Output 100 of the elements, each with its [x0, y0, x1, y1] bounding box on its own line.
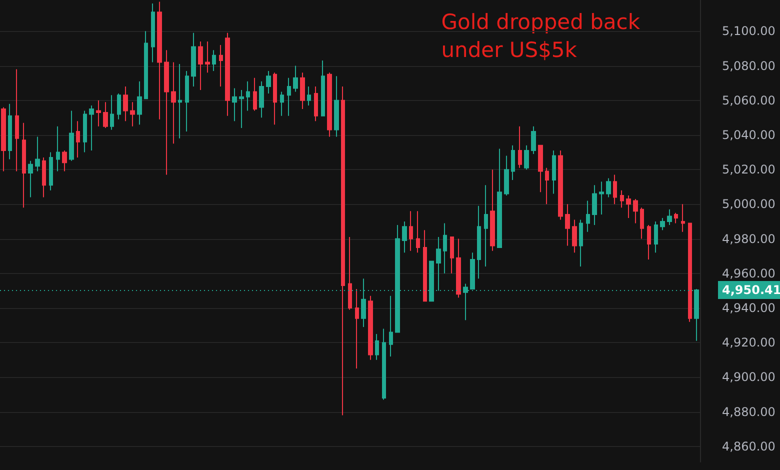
candlestick: [1, 106, 6, 172]
candlestick: [83, 110, 87, 153]
candlestick: [626, 195, 631, 219]
candlestick: [130, 102, 135, 127]
candlestick: [232, 88, 237, 122]
candlestick: [497, 148, 502, 248]
candlestick: [191, 32, 196, 88]
candlestick: [42, 156, 46, 198]
candlestick: [341, 86, 345, 416]
candlestick: [273, 72, 277, 126]
candlestick: [409, 210, 413, 252]
candlestick: [654, 220, 658, 254]
candlestick: [253, 77, 257, 112]
candlestick: [640, 207, 644, 240]
candlestick: [287, 77, 291, 116]
candlestick: [178, 64, 182, 139]
candlestick: [259, 80, 264, 118]
candlestick: [62, 150, 67, 172]
candlestick: [137, 80, 142, 126]
candlestick: [15, 68, 19, 172]
candlestick: [110, 94, 114, 130]
candlestick: [382, 328, 386, 400]
candlestick: [524, 144, 529, 170]
candlestick: [586, 200, 590, 232]
candlestick: [76, 120, 80, 158]
candlestick: [423, 230, 427, 302]
candlestick: [151, 2, 155, 63]
candlestick: [674, 212, 678, 224]
candlestick: [103, 102, 108, 129]
candlestick: [456, 238, 461, 298]
candlestick: [572, 219, 577, 254]
candlestick: [538, 144, 543, 193]
y-tick-label: 5,000.00: [722, 197, 776, 212]
candlestick: [157, 1, 162, 120]
candlestick: [327, 72, 332, 138]
y-tick-label: 5,020.00: [722, 162, 776, 177]
candlestick: [504, 155, 509, 196]
candlestick: [49, 152, 53, 191]
candlestick: [307, 86, 311, 106]
candlestick: [375, 333, 379, 360]
candlestick: [171, 62, 176, 144]
candlestick: [185, 70, 189, 132]
candlestick: [592, 184, 597, 226]
candlestick: [518, 126, 522, 168]
candlestick: [490, 169, 495, 252]
y-tick-label: 5,080.00: [722, 58, 776, 73]
candlestick: [22, 122, 26, 208]
candlestick: [681, 204, 685, 232]
candlestick: [368, 295, 373, 360]
candlestick: [280, 91, 284, 116]
candlestick: [300, 72, 305, 110]
candlestick: [416, 210, 420, 254]
candlestick: [389, 295, 393, 357]
candlestick: [511, 144, 515, 180]
y-tick-label: 4,960.00: [722, 266, 776, 280]
candlestick: [579, 219, 583, 267]
y-tick-label: 4,980.00: [722, 232, 776, 246]
candlestick: [450, 236, 454, 274]
candlestick: [314, 86, 318, 122]
candlestick: [348, 236, 352, 310]
candlestick: [293, 65, 298, 92]
candlestick: [164, 50, 169, 176]
candlestick: [688, 222, 692, 322]
candlestick: [565, 204, 570, 246]
candlestick: [89, 105, 94, 152]
y-tick-label: 4,880.00: [722, 404, 776, 419]
candlestick: [599, 181, 604, 216]
candlestick: [606, 178, 611, 198]
candlestick: [198, 41, 203, 90]
y-tick-label: 5,060.00: [722, 93, 776, 108]
y-tick-label: 5,100.00: [722, 24, 776, 38]
candlestick: [144, 30, 148, 100]
annotation: Gold dropped back under US$5k: [441, 10, 641, 62]
y-tick-label: 4,900.00: [722, 370, 776, 384]
candlestick: [56, 126, 60, 172]
y-tick-label: 4,940.00: [722, 301, 776, 315]
candlestick: [225, 32, 230, 116]
candlestick: [212, 50, 216, 72]
candlestick: [219, 44, 223, 88]
candlestick: [334, 76, 339, 138]
candlestick: [545, 167, 549, 205]
y-tick-label: 4,860.00: [722, 439, 776, 454]
candlestick: [8, 103, 12, 160]
candlestick: [96, 100, 101, 127]
y-tick-label: 5,040.00: [722, 128, 776, 142]
candlestick: [69, 110, 74, 162]
y-tick-label: 4,920.00: [722, 336, 776, 350]
candlestick: [558, 150, 563, 220]
candlestick: [246, 80, 250, 112]
candlestick: [123, 86, 128, 122]
candlestick: [667, 208, 672, 226]
candlestick: [28, 160, 33, 198]
candlestick: [484, 184, 488, 267]
candlestick: [477, 205, 481, 280]
candlestick: [117, 92, 121, 120]
candlestick: [660, 218, 665, 231]
candlestick: [321, 60, 325, 116]
ref-line-label: 4,950.41: [722, 282, 780, 297]
candlestick: [239, 89, 244, 129]
candlestick: [266, 70, 271, 94]
